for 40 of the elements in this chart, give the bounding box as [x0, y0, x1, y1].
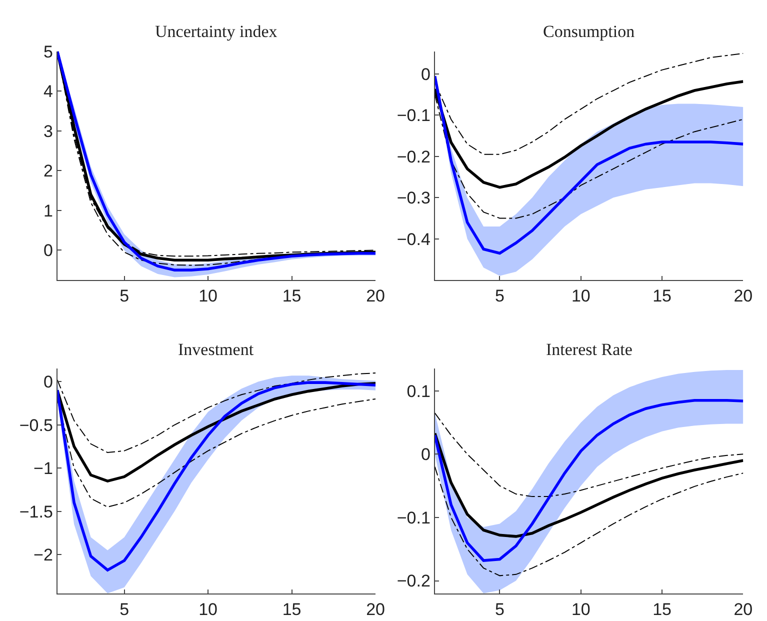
y-tick-label: −0.4 — [396, 230, 430, 249]
y-tick-label: 2 — [43, 162, 53, 181]
x-tick-label: 10 — [571, 600, 590, 619]
x-tick-label: 10 — [198, 600, 218, 619]
x-tick-label: 20 — [734, 286, 753, 306]
y-tick-label: 0 — [43, 372, 53, 392]
y-tick-label: 0.1 — [406, 382, 430, 401]
y-tick-label: 0 — [43, 241, 53, 260]
x-tick-label: 15 — [652, 600, 672, 619]
y-tick-label: 0 — [420, 445, 430, 464]
chart-title: Uncertainty index — [155, 22, 278, 41]
x-tick-label: 15 — [282, 286, 302, 306]
y-tick-label: −0.5 — [19, 416, 53, 435]
y-tick-label: 0 — [420, 64, 430, 84]
y-tick-label: 3 — [43, 122, 53, 141]
x-tick-label: 10 — [571, 286, 590, 306]
chart-title: Interest Rate — [546, 340, 632, 359]
x-tick-label: 20 — [734, 600, 753, 619]
y-tick-label: 4 — [43, 82, 53, 102]
y-tick-label: −1.5 — [19, 502, 53, 522]
y-tick-label: −0.1 — [396, 508, 430, 528]
y-tick-label: −0.2 — [396, 572, 430, 591]
x-tick-label: 5 — [495, 286, 504, 306]
x-tick-label: 10 — [198, 286, 218, 306]
x-tick-label: 20 — [366, 286, 385, 306]
y-tick-label: −0.1 — [396, 106, 430, 126]
y-tick-label: −2 — [34, 545, 53, 564]
chart-title: Investment — [178, 340, 254, 359]
x-tick-label: 5 — [120, 600, 130, 619]
y-tick-label: −1 — [34, 459, 53, 478]
x-tick-label: 15 — [652, 286, 672, 306]
y-tick-label: −0.2 — [396, 147, 430, 166]
x-tick-label: 5 — [495, 600, 504, 619]
y-tick-label: 1 — [43, 201, 53, 220]
x-tick-label: 15 — [282, 600, 302, 619]
chart-title: Consumption — [543, 22, 636, 41]
x-tick-label: 20 — [366, 600, 385, 619]
x-tick-label: 5 — [120, 286, 130, 306]
y-tick-label: 5 — [43, 42, 53, 62]
y-tick-label: −0.3 — [396, 188, 430, 208]
